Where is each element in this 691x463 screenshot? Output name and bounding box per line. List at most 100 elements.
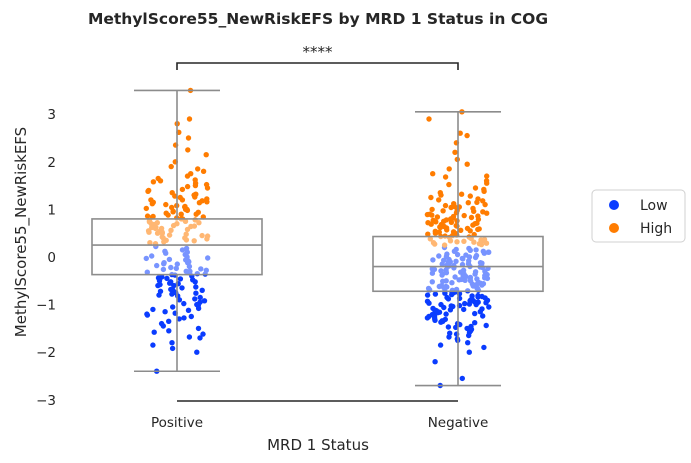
strip-point-low-negative: [475, 292, 481, 299]
strip-point-high-positive: [145, 188, 151, 194]
strip-point-high-negative: [470, 205, 476, 212]
box-iqr-positive: [91, 218, 263, 276]
legend-marker-high: [609, 223, 619, 233]
strip-point-high-positive: [203, 152, 209, 158]
strip-point-low-negative: [473, 247, 479, 253]
strip-point-high-positive: [159, 229, 165, 235]
legend-marker-low: [609, 200, 619, 210]
strip-point-high-negative: [472, 185, 479, 191]
strip-point-low-negative: [429, 279, 435, 285]
strip-point-high-negative: [440, 208, 446, 214]
strip-point-high-positive: [150, 179, 157, 185]
strip-point-low-positive: [149, 253, 155, 259]
strip-point-low-positive: [166, 318, 172, 324]
strip-point-low-negative: [447, 307, 454, 313]
strip-point-high-negative: [443, 217, 450, 223]
strip-point-low-negative: [438, 301, 444, 308]
y-tick-label: 1: [47, 202, 56, 218]
strip-point-low-positive: [166, 328, 172, 334]
strip-point-high-negative: [468, 214, 475, 221]
strip-point-low-negative: [443, 311, 449, 317]
strip-point-low-negative: [443, 253, 450, 260]
strip-point-high-positive: [188, 171, 194, 177]
significance-bracket: [176, 62, 459, 70]
strip-point-low-positive: [150, 306, 156, 313]
strip-point-low-negative: [453, 324, 459, 331]
strip-point-low-positive: [199, 287, 205, 293]
strip-point-high-positive: [179, 186, 186, 193]
strip-point-low-negative: [473, 252, 480, 259]
legend: Low High: [591, 189, 686, 243]
strip-point-low-negative: [466, 332, 472, 339]
strip-point-high-negative: [458, 191, 465, 197]
strip-point-high-negative: [484, 210, 490, 216]
strip-point-low-negative: [433, 308, 440, 314]
strip-point-low-negative: [463, 273, 469, 280]
strip-point-high-negative: [475, 196, 481, 202]
strip-point-high-negative: [427, 236, 433, 242]
strip-point-high-negative: [430, 171, 436, 177]
strip-point-low-positive: [168, 264, 174, 271]
strip-point-high-positive: [191, 238, 197, 244]
strip-point-high-negative: [429, 206, 435, 213]
strip-point-low-negative: [461, 306, 467, 313]
strip-point-high-negative: [481, 186, 487, 193]
strip-point-high-positive: [149, 224, 155, 231]
strip-point-high-positive: [165, 212, 171, 218]
y-tick-label: 2: [47, 155, 56, 171]
strip-point-low-positive: [168, 279, 174, 285]
strip-point-low-positive: [186, 263, 193, 270]
strip-point-high-negative: [428, 194, 434, 201]
strip-point-high-positive: [185, 135, 192, 141]
strip-point-low-negative: [439, 318, 445, 324]
y-tick-label: −2: [36, 345, 56, 361]
strip-point-high-positive: [195, 166, 201, 172]
strip-point-high-negative: [448, 219, 455, 225]
strip-point-low-negative: [432, 291, 439, 297]
strip-points: [143, 87, 492, 389]
strip-point-high-negative: [464, 225, 471, 232]
strip-point-low-negative: [472, 271, 478, 277]
strip-point-low-negative: [449, 280, 455, 286]
strip-point-low-negative: [445, 296, 452, 302]
strip-point-low-positive: [183, 257, 189, 263]
strip-point-low-negative: [483, 300, 489, 306]
strip-point-low-negative: [445, 324, 452, 330]
strip-point-low-positive: [155, 275, 162, 281]
strip-point-high-positive: [183, 231, 189, 237]
strip-point-high-positive: [168, 163, 174, 170]
legend-label-high: High: [640, 221, 672, 237]
strip-point-high-positive: [195, 209, 201, 215]
strip-point-high-negative: [467, 193, 473, 199]
strip-point-low-positive: [154, 262, 160, 269]
strip-point-low-positive: [193, 284, 199, 290]
strip-point-low-negative: [436, 283, 442, 290]
strip-point-high-negative: [441, 242, 448, 248]
strip-point-high-negative: [471, 239, 477, 245]
strip-point-high-positive: [204, 199, 210, 205]
strip-point-high-positive: [184, 183, 191, 190]
strip-point-high-negative: [442, 202, 449, 209]
strip-point-low-positive: [143, 255, 149, 262]
strip-point-high-negative: [432, 228, 438, 234]
strip-point-low-negative: [463, 252, 469, 258]
strip-point-low-positive: [200, 331, 206, 337]
strip-point-low-positive: [181, 300, 187, 307]
strip-point-high-negative: [424, 211, 431, 218]
x-axis-label: MRD 1 Status: [267, 436, 369, 454]
strip-point-high-positive: [186, 116, 193, 122]
significance-label: ****: [303, 43, 334, 61]
strip-point-low-negative: [466, 301, 473, 307]
strip-point-high-positive: [144, 213, 151, 219]
strip-point-low-positive: [168, 286, 174, 293]
strip-point-high-negative: [484, 180, 490, 186]
strip-point-low-positive: [181, 315, 187, 321]
strip-point-high-negative: [426, 116, 432, 122]
strip-point-low-positive: [144, 311, 150, 317]
strip-point-low-positive: [193, 290, 199, 296]
strip-point-low-positive: [194, 349, 200, 355]
strip-point-low-negative: [480, 281, 487, 287]
strip-point-high-positive: [185, 147, 191, 153]
strip-point-low-positive: [144, 269, 150, 275]
strip-point-high-negative: [454, 218, 460, 224]
